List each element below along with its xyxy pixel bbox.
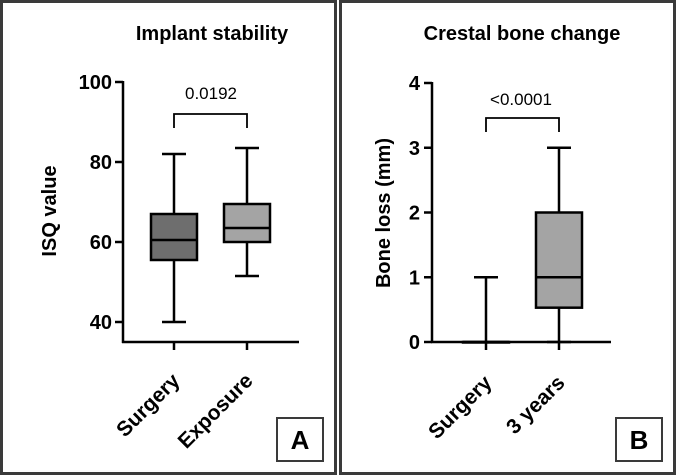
panel-a-significance-bracket bbox=[173, 113, 248, 128]
panel-b-label-box bbox=[615, 417, 663, 462]
panel-a-y-tick-label: 100 bbox=[79, 72, 112, 94]
panel-a-box-surgery bbox=[149, 212, 199, 262]
panel-a-y-ticks: 40 60 80 100 bbox=[79, 72, 123, 334]
panel-b-categories: Surgery 3 years bbox=[424, 371, 569, 444]
panel-a-box-exposure bbox=[222, 202, 272, 244]
panel-a-label: A bbox=[291, 425, 310, 455]
panel-a-y-tick-label: 40 bbox=[90, 312, 112, 334]
panel-b-frame bbox=[339, 0, 676, 475]
panel-a-axes bbox=[121, 81, 299, 350]
panel-b-y-tick-label: 2 bbox=[409, 203, 420, 225]
panel-a-category-label: Exposure bbox=[174, 369, 258, 453]
panel-b-category-label: 3 years bbox=[502, 371, 569, 438]
panel-b-axes bbox=[430, 82, 611, 350]
panel-b-label: B bbox=[630, 425, 649, 455]
panel-a: Implant stability ISQ value 40 60 80 100 0.… bbox=[39, 23, 324, 462]
panel-b-y-ticks: 0 1 2 3 4 bbox=[409, 73, 432, 354]
panel-a-y-tick-label: 80 bbox=[90, 152, 112, 174]
panel-b-p-value: <0.0001 bbox=[490, 90, 552, 109]
panel-b-y-tick-label: 4 bbox=[409, 73, 421, 95]
panel-b-y-tick-label: 3 bbox=[409, 138, 420, 160]
panel-a-y-tick-label: 60 bbox=[90, 232, 112, 254]
panel-b-box-3-years bbox=[534, 211, 584, 309]
panel-a-significance: 0.0192 bbox=[173, 84, 248, 128]
panel-a-frame bbox=[0, 0, 337, 475]
panel-b-title: Crestal bone change bbox=[424, 23, 621, 45]
panel-b-y-tick-label: 1 bbox=[409, 267, 420, 289]
panel-a-title: Implant stability bbox=[136, 23, 289, 45]
panel-b-boxes bbox=[461, 146, 584, 344]
panel-b-y-tick-label: 0 bbox=[409, 332, 420, 354]
panel-b-y-axis-label: Bone loss (mm) bbox=[373, 138, 395, 288]
panel-b-category-label: Surgery bbox=[424, 371, 497, 444]
panel-b: Crestal bone change Bone loss (mm) 0 1 2 3 4… bbox=[373, 23, 663, 462]
panel-a-p-value: 0.0192 bbox=[185, 84, 237, 103]
panel-a-label-box bbox=[276, 417, 324, 462]
panel-b-significance-bracket bbox=[485, 117, 560, 132]
panel-a-y-axis-label: ISQ value bbox=[39, 165, 61, 256]
panel-a-boxes bbox=[149, 146, 272, 324]
panel-b-significance: <0.0001 bbox=[485, 90, 560, 132]
panel-a-category-label: Surgery bbox=[112, 369, 185, 442]
